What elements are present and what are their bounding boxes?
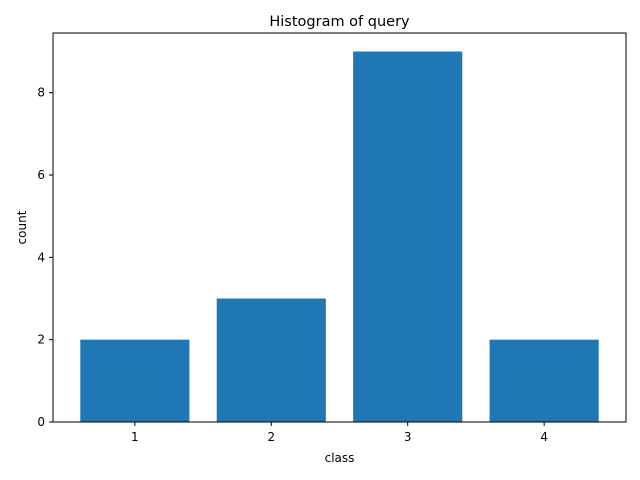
x-tick-label: 4 [540,430,548,444]
plot-frame [52,32,627,423]
y-tick-label: 8 [37,86,45,100]
bar-4 [489,339,599,422]
y-tick-label: 4 [37,250,45,264]
bar-1 [80,339,190,422]
bars-group [80,51,599,423]
bar-2 [216,298,326,422]
y-axis-label: count [15,210,29,244]
y-tick-label: 2 [37,333,45,347]
x-tick-label: 1 [131,430,139,444]
ticks-group: 1 2 3 4 0 2 4 6 8 [37,86,548,444]
bar-3 [353,51,463,423]
y-tick-label: 0 [37,415,45,429]
x-tick-label: 2 [267,430,275,444]
x-tick-label: 3 [404,430,412,444]
chart-title: Histogram of query [269,14,410,30]
y-tick-label: 6 [37,168,45,182]
x-axis-label: class [325,451,355,465]
